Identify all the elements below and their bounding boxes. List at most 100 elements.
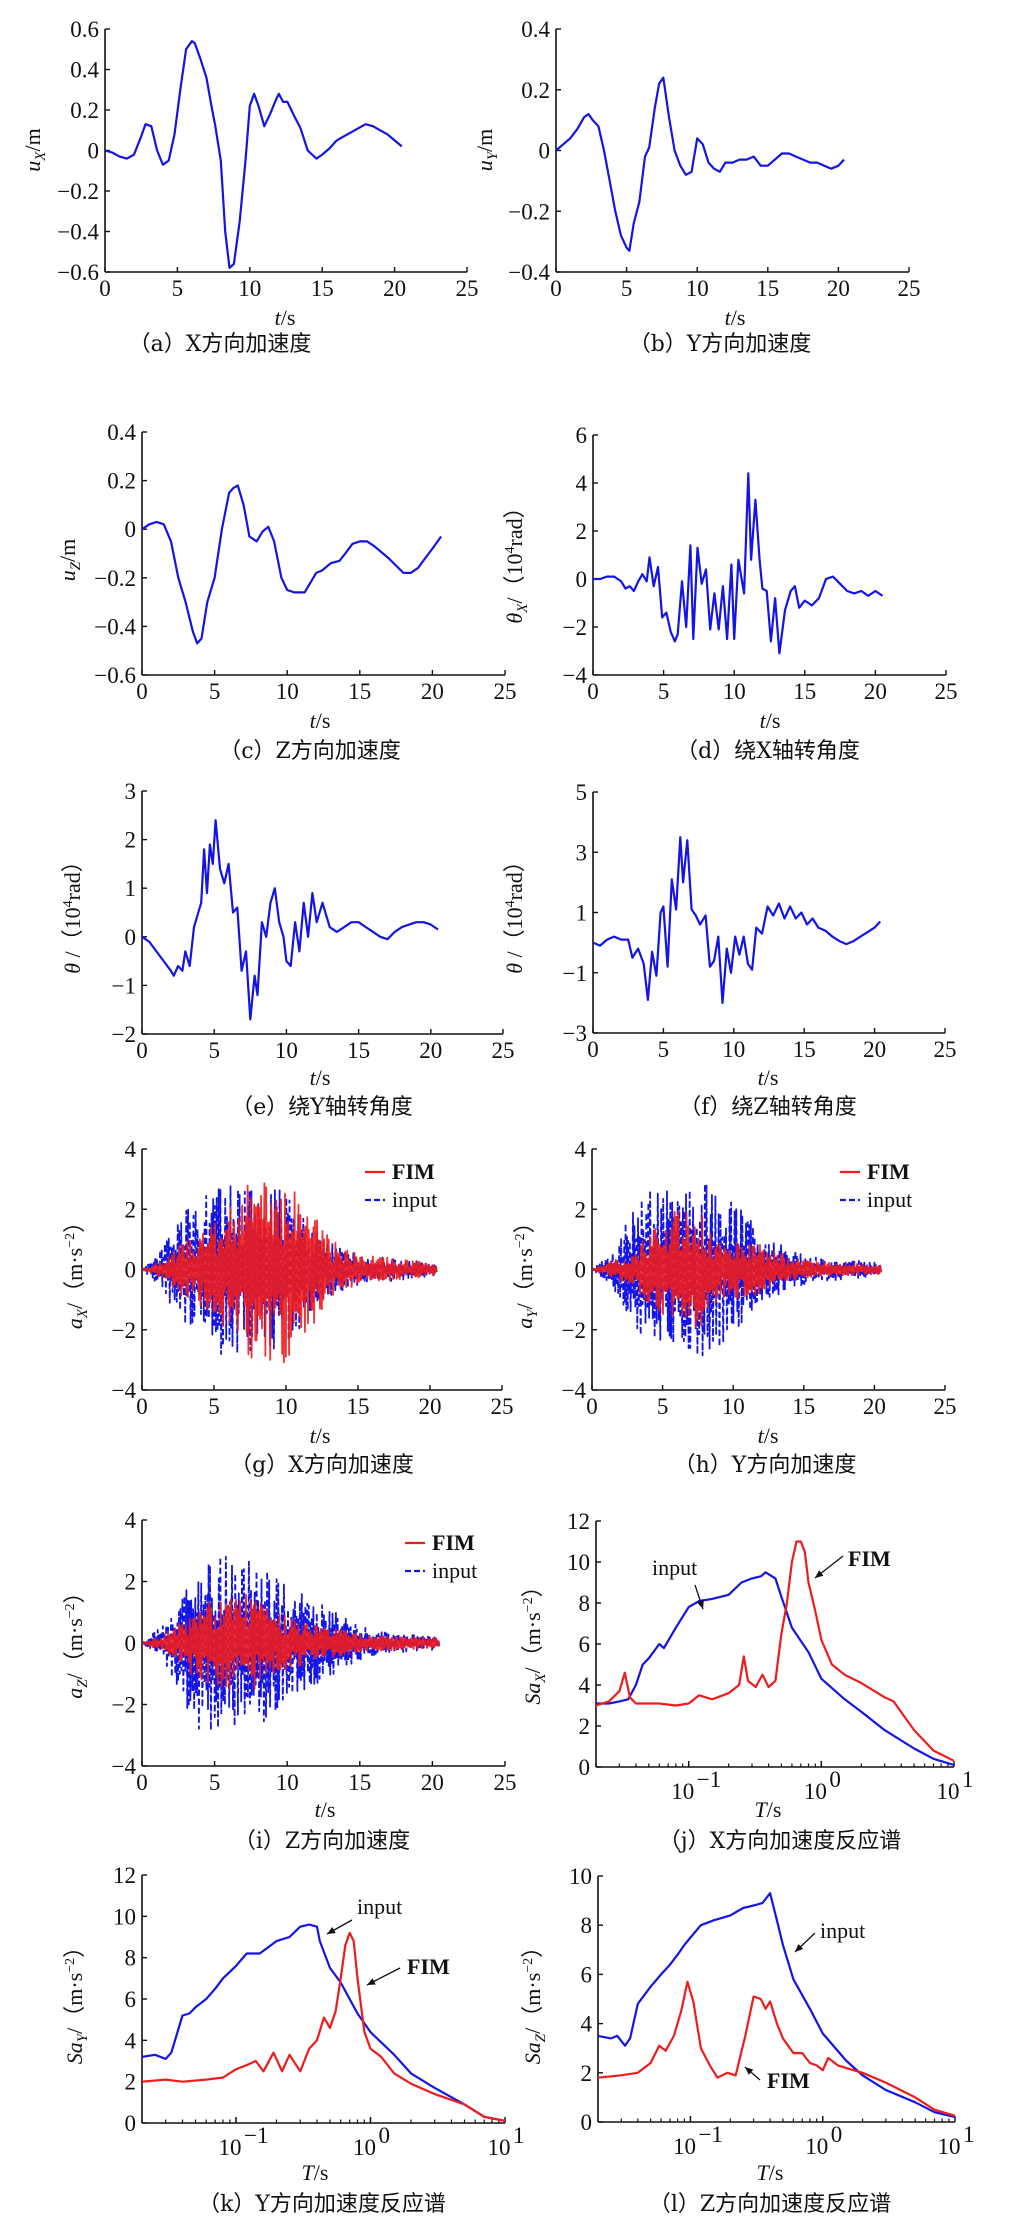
x-tick-label: 10 bbox=[275, 1038, 298, 1063]
y-tick-label: 8 bbox=[581, 1913, 593, 1938]
y-axis-label: SaY/（m·s−2） bbox=[62, 1936, 91, 2064]
y-tick-label: 10 bbox=[569, 1864, 592, 1889]
x-tick-label: 10 bbox=[686, 276, 709, 301]
x-tick-label: 25 bbox=[494, 679, 517, 704]
annotation-label: input bbox=[357, 1894, 402, 1919]
x-tick-label: 15 bbox=[311, 276, 334, 301]
legend-label: input bbox=[392, 1187, 437, 1212]
y-tick-label: 0 bbox=[576, 567, 588, 592]
x-tick-label: 25 bbox=[491, 1394, 514, 1419]
arrow-icon bbox=[697, 1600, 704, 1609]
panel-caption: （b）Y方向加速度 bbox=[629, 332, 812, 357]
x-axis-label-var: t bbox=[310, 1423, 317, 1448]
legend: FIM input bbox=[840, 1159, 912, 1212]
arrow-icon bbox=[327, 1927, 336, 1934]
x-tick-label: 0 bbox=[587, 679, 599, 704]
y-tick-label: 2 bbox=[575, 1197, 587, 1222]
x-axis-label-unit: /s bbox=[766, 708, 781, 733]
y-tick-label: 4 bbox=[125, 2028, 137, 2053]
x-axis-label: t/s bbox=[275, 305, 296, 330]
y-tick-label: 6 bbox=[581, 1962, 593, 1987]
x-tick-label: 20 bbox=[863, 1394, 886, 1419]
x-tick-label: 20 bbox=[863, 1037, 886, 1062]
y-axis-label: θ /（104rad） bbox=[60, 850, 85, 974]
y-tick-label: −0.6 bbox=[94, 663, 136, 688]
x-axis-label-var: t bbox=[725, 305, 732, 330]
x-tick-label: 0 bbox=[136, 1770, 148, 1795]
x-tick-label: 5 bbox=[209, 1770, 221, 1795]
y-axis-label: aX/（m·s−2） bbox=[62, 1211, 91, 1329]
panel-caption: （j）X方向加速度反应谱 bbox=[659, 1829, 901, 1854]
x-tick-label: 0 bbox=[136, 1038, 148, 1063]
y-tick-label: 2 bbox=[125, 828, 137, 853]
x-tick-label: 20 bbox=[419, 1038, 442, 1063]
panel-caption: （i）Z方向加速度 bbox=[234, 1829, 410, 1854]
y-tick-label: 3 bbox=[576, 840, 588, 865]
panel-caption: （f）绕Z轴转角度 bbox=[679, 1095, 856, 1120]
y-tick-label: 0.4 bbox=[70, 58, 99, 83]
x-tick-label: 10 bbox=[722, 1037, 745, 1062]
series-fim bbox=[592, 1210, 883, 1328]
y-tick-label: −0.4 bbox=[57, 220, 99, 245]
x-tick-label: 10 bbox=[275, 1394, 298, 1419]
x-tick-label: 5 bbox=[208, 1394, 220, 1419]
x-axis-label-var: t bbox=[760, 708, 767, 733]
x-tick-label: 15 bbox=[793, 1037, 816, 1062]
x-tick-exponent: 0 bbox=[831, 2122, 843, 2147]
x-tick-label: 25 bbox=[898, 276, 921, 301]
annotation-fim: FIM bbox=[366, 1954, 450, 1986]
x-tick-label: 10 bbox=[276, 679, 299, 704]
annotation-label: input bbox=[652, 1555, 697, 1580]
x-axis-label-unit: /s bbox=[764, 1065, 779, 1090]
y-tick-label: 0.2 bbox=[70, 98, 99, 123]
y-tick-label: 4 bbox=[125, 1137, 137, 1162]
series-input bbox=[596, 1571, 954, 1767]
x-axis-label-unit: /s bbox=[316, 1065, 331, 1090]
y-tick-label: −4 bbox=[562, 1378, 587, 1403]
annotation-label: FIM bbox=[767, 2068, 810, 2093]
y-tick-label: 2 bbox=[579, 1714, 591, 1739]
x-tick-label: 20 bbox=[421, 679, 444, 704]
y-tick-label: 4 bbox=[579, 1673, 591, 1698]
y-tick-label: 0 bbox=[579, 1755, 591, 1780]
x-axis-label-var: T bbox=[757, 2160, 771, 2185]
x-axis-label: t/s bbox=[310, 1423, 331, 1448]
x-axis-label: t/s bbox=[315, 1797, 336, 1822]
legend-label: input bbox=[867, 1187, 912, 1212]
series-fim bbox=[142, 1182, 438, 1364]
arrow-icon bbox=[815, 1570, 824, 1578]
y-tick-label: 2 bbox=[576, 519, 588, 544]
y-tick-label: 0 bbox=[125, 517, 137, 542]
series-input bbox=[142, 1923, 505, 2122]
y-tick-label: 0 bbox=[575, 1258, 587, 1283]
x-tick-exponent: 1 bbox=[963, 2122, 975, 2147]
x-axis-label-unit: /s bbox=[316, 708, 331, 733]
y-tick-label: −4 bbox=[112, 1754, 137, 1779]
y-tick-label: −1 bbox=[563, 961, 587, 986]
legend-label: FIM bbox=[392, 1159, 435, 1184]
x-tick-label: 10 bbox=[219, 2135, 242, 2160]
y-tick-label: −0.4 bbox=[94, 614, 136, 639]
y-axis-label: aZ/（m·s−2） bbox=[62, 1581, 91, 1698]
x-tick-label: 10 bbox=[937, 1779, 960, 1804]
y-tick-label: −2 bbox=[563, 615, 587, 640]
y-tick-label: 6 bbox=[125, 1987, 137, 2012]
x-axis-label-var: T bbox=[302, 2160, 316, 2185]
x-tick-label: 5 bbox=[209, 679, 221, 704]
y-axis-label: uZ/m bbox=[55, 539, 84, 582]
x-tick-label: 10 bbox=[238, 276, 261, 301]
panel-c: −0.6 −0.4 −0.2 0 0.2 0.4 0 5 10 15 20 25 t/s uZ/m （c）Z… bbox=[55, 420, 517, 764]
x-tick-label: 5 bbox=[172, 276, 184, 301]
x-tick-label: 5 bbox=[657, 1394, 669, 1419]
arrow-icon bbox=[367, 1978, 376, 1985]
panel-caption: （c）Z方向加速度 bbox=[219, 739, 401, 764]
x-tick-exponent: 1 bbox=[513, 2123, 525, 2148]
x-tick-label: 15 bbox=[348, 679, 371, 704]
y-tick-label: 2 bbox=[125, 1197, 137, 1222]
y-tick-label: −2 bbox=[112, 1318, 136, 1343]
panel-d: −4 −2 0 2 4 6 0 5 10 15 20 25 t/s θX/（104rad） （d）绕X轴转角… bbox=[502, 423, 958, 764]
y-tick-label: 6 bbox=[579, 1632, 591, 1657]
